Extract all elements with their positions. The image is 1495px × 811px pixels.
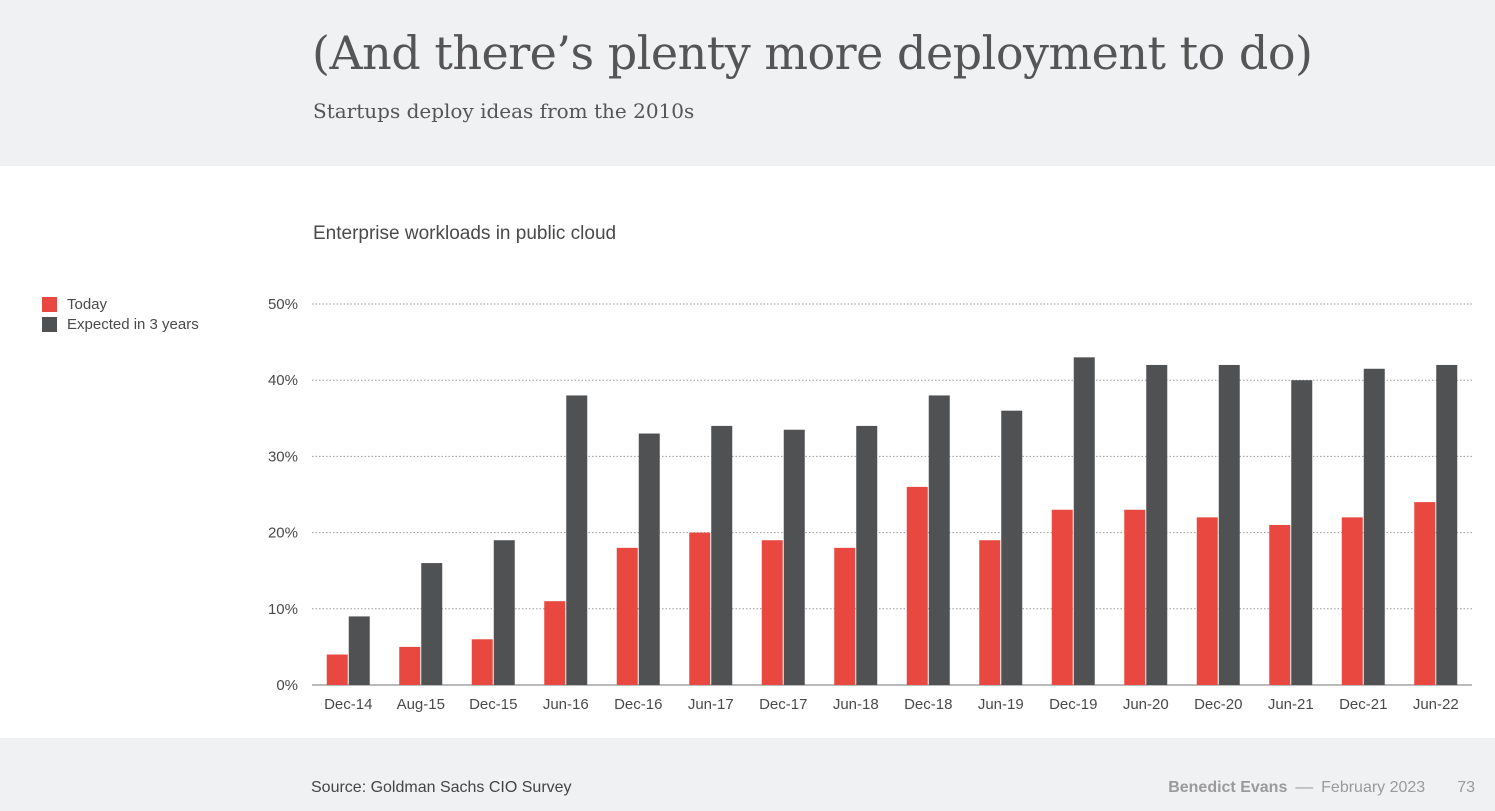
bar-expected (711, 425, 733, 685)
y-tick-label: 30% (268, 448, 298, 465)
source-note: Source: Goldman Sachs CIO Survey (311, 779, 572, 796)
bar-today (544, 601, 566, 685)
footer-date: February 2023 (1321, 779, 1426, 796)
bar-expected (348, 616, 370, 685)
x-tick-label: Dec-19 (1049, 696, 1097, 713)
bar-expected (856, 425, 878, 685)
x-tick-label: Jun-20 (1123, 696, 1169, 713)
x-tick-label: Dec-18 (904, 696, 952, 713)
legend-swatch-expected (42, 316, 57, 332)
x-tick-label: Jun-18 (833, 696, 879, 713)
credit-separator: –– (1295, 779, 1314, 796)
chart-title: Enterprise workloads in public cloud (313, 223, 617, 244)
page-subtitle: Startups deploy ideas from the 2010s (313, 99, 695, 123)
bar-today (471, 639, 493, 685)
bar-expected (1073, 357, 1095, 685)
legend-item-expected: Expected in 3 years (42, 314, 199, 334)
bar-today (761, 540, 783, 685)
bar-today (326, 654, 348, 685)
bar-expected (638, 433, 660, 685)
x-tick-label: Dec-14 (324, 696, 372, 713)
footer-band: Source: Goldman Sachs CIO Survey Benedic… (0, 738, 1495, 811)
y-tick-label: 10% (268, 601, 298, 618)
bar-today (1124, 509, 1146, 685)
x-tick-label: Jun-22 (1413, 696, 1459, 713)
chart-legend: Today Expected in 3 years (42, 294, 199, 334)
bar-expected (1291, 380, 1313, 685)
bar-today (834, 547, 856, 685)
legend-label-expected: Expected in 3 years (67, 315, 199, 333)
bar-today (689, 532, 711, 685)
legend-swatch-today (42, 296, 57, 312)
bar-expected (1218, 364, 1240, 685)
bar-today (1196, 517, 1218, 685)
bar-today (1051, 509, 1073, 685)
bar-expected (783, 429, 805, 685)
x-tick-label: Dec-21 (1339, 696, 1387, 713)
x-tick-label: Jun-16 (543, 696, 589, 713)
page-title: (And there’s plenty more deployment to d… (312, 26, 1313, 80)
header-band: (And there’s plenty more deployment to d… (0, 0, 1495, 166)
x-tick-label: Dec-17 (759, 696, 807, 713)
legend-item-today: Today (42, 294, 199, 314)
bar-expected (1001, 410, 1023, 685)
y-tick-label: 20% (268, 525, 298, 542)
bar-today (906, 486, 928, 685)
bar-expected (1146, 364, 1168, 685)
bar-today (1269, 524, 1291, 685)
bar-today (1414, 502, 1436, 685)
bar-expected (493, 540, 515, 685)
x-tick-label: Aug-15 (397, 696, 445, 713)
bar-today (399, 646, 421, 685)
y-tick-label: 50% (268, 296, 298, 313)
bar-today (616, 547, 638, 685)
footer-credits: Benedict Evans –– February 2023 73 (1168, 779, 1475, 797)
bar-today (1341, 517, 1363, 685)
page-number: 73 (1457, 779, 1475, 796)
bar-expected (1363, 368, 1385, 685)
x-tick-label: Jun-21 (1268, 696, 1314, 713)
x-tick-label: Dec-20 (1194, 696, 1242, 713)
x-tick-label: Dec-16 (614, 696, 662, 713)
x-tick-label: Dec-15 (469, 696, 517, 713)
legend-label-today: Today (67, 295, 108, 313)
y-tick-label: 0% (276, 677, 298, 694)
x-tick-label: Jun-17 (688, 696, 734, 713)
bar-expected (421, 563, 443, 685)
bar-chart: 0% 10% 20% 30% 40% 50% Dec-14 Aug-15 Dec-15 Jun-1… (268, 296, 1472, 713)
bar-today (979, 540, 1001, 685)
author-name: Benedict Evans (1168, 779, 1288, 796)
y-tick-label: 40% (268, 372, 298, 389)
x-tick-label: Jun-19 (978, 696, 1024, 713)
bar-expected (566, 395, 588, 685)
bar-expected (1436, 364, 1458, 685)
bar-expected (928, 395, 950, 685)
